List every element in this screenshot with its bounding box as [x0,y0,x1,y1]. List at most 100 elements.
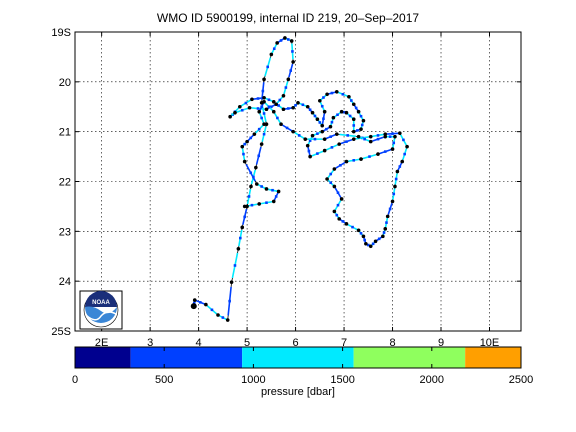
profile-point [344,159,349,164]
profile-point [383,132,388,136]
profile-point [328,124,333,129]
x-tick-label: 4 [196,337,202,349]
colorbar-tick-label: 2000 [420,374,444,386]
park-marker [360,123,364,127]
profile-point [381,234,385,239]
profile-point [368,134,373,139]
park-marker [240,108,244,112]
profile-point [271,199,276,204]
profile-point [337,142,342,146]
park-marker [366,243,370,247]
profile-point [332,184,337,189]
profile-point [361,118,366,123]
profile-point [368,244,373,249]
park-marker [313,137,317,141]
park-marker [385,221,388,224]
park-marker [388,135,392,138]
profile-point [390,199,395,204]
park-marker [210,308,214,312]
x-tick-label: 3 [147,337,153,349]
colorbar-tick-label: 1500 [330,374,354,386]
profile-point [291,105,295,110]
profile-point [331,115,336,120]
profile-point [356,134,361,139]
park-marker [308,139,312,142]
profile-point [305,143,310,148]
profile-point [274,102,278,107]
park-marker [221,316,225,319]
profile-point [320,123,325,128]
park-marker [345,140,348,143]
park-marker [260,185,263,188]
profile-point [289,39,294,43]
park-marker [342,110,346,114]
park-marker [329,181,333,185]
profile-point [325,92,329,97]
profile-point [305,104,310,109]
chart-title: WMO ID 5900199, internal ID 219, 20–Sep–… [157,11,419,25]
profile-point [264,107,269,112]
park-marker [244,101,248,105]
x-tick-label: 9 [438,337,444,349]
park-marker [339,164,342,167]
park-marker [265,201,268,204]
colorbar-bin [465,347,521,368]
park-marker [313,114,317,118]
profile-point [308,154,312,159]
profile-point [390,147,395,151]
profile-point [262,95,266,100]
profile-point [276,189,281,194]
park-marker [243,142,246,146]
profile-point [271,99,276,104]
profile-point [250,97,254,102]
profile-point [225,318,230,322]
profile-point [347,94,351,99]
park-marker [376,134,380,137]
park-marker [284,86,288,89]
profile-point [322,148,327,153]
profile-point [368,139,373,144]
profile-point [383,227,388,231]
park-marker [267,98,271,102]
profile-point [393,184,397,189]
park-marker [262,112,266,115]
colorbar-axis: 0 500 1000 1500 2000 2500 [72,347,533,386]
park-marker [377,237,381,241]
colorbar-bin [242,347,354,368]
colorbar-tick-label: 1000 [241,374,265,386]
profile-point [398,131,402,135]
park-marker [287,107,290,110]
y-tick-label: 20 [59,77,71,89]
colorbar-label: pressure [dbar] [261,386,335,398]
profile-point [337,217,342,221]
profile-point [254,182,259,186]
profile-point [351,129,356,134]
park-marker [322,96,325,99]
profile-point [405,144,409,149]
park-marker [260,116,263,120]
park-marker [325,127,328,131]
profile-point [310,110,315,115]
colorbar-tick-label: 2500 [509,374,533,386]
park-marker [341,220,345,223]
profile-point [322,137,327,141]
park-marker [279,39,283,42]
profile-point [400,159,405,164]
park-marker [270,105,273,109]
colorbar-frame [74,346,522,369]
park-marker [271,188,274,192]
profile-point [192,298,197,302]
park-marker [392,141,396,145]
profile-point [395,169,400,174]
colorbar-bin [353,347,466,368]
park-marker [266,65,270,69]
park-marker [307,149,311,153]
profile-point [262,122,266,126]
profile-point [296,100,300,105]
park-marker [356,129,359,132]
logo-text: NOAA [92,300,110,306]
profile-point [252,132,257,136]
park-marker [247,195,251,198]
park-marker [228,299,231,303]
